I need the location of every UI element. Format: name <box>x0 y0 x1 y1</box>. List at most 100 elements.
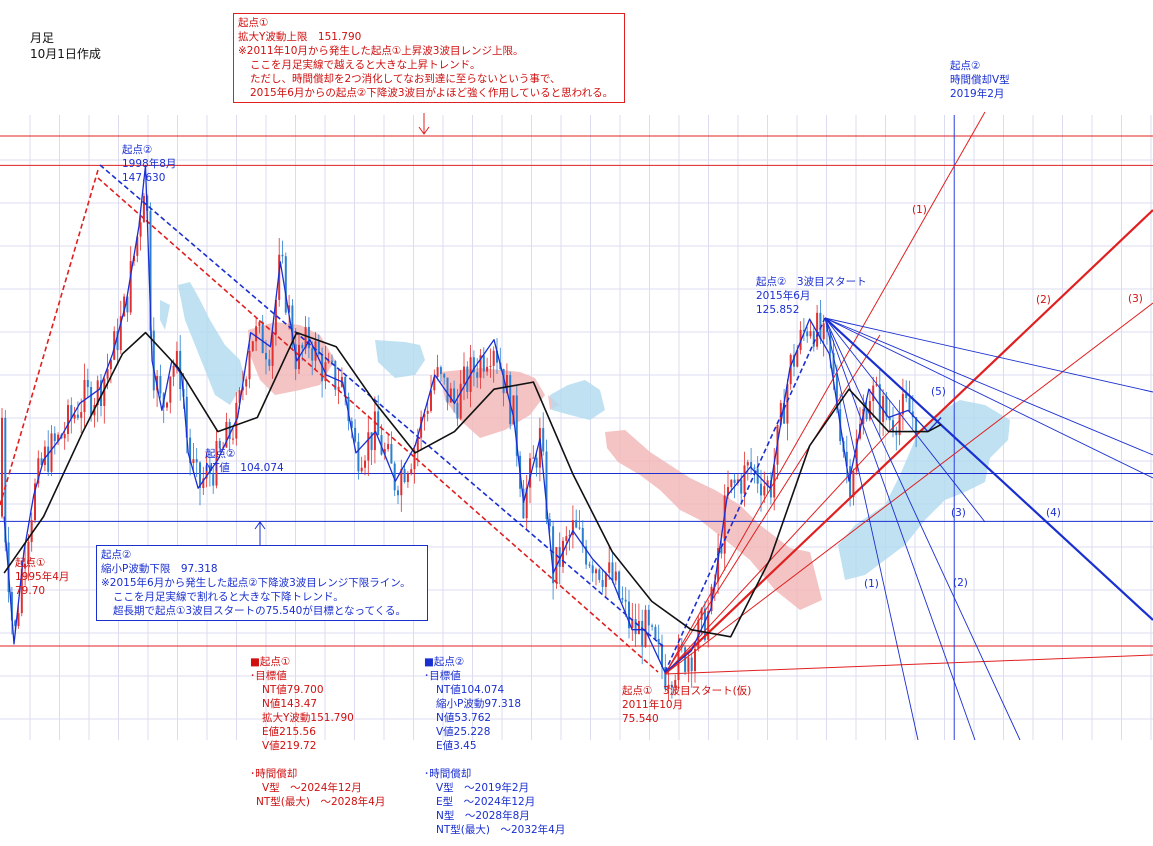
candle-body <box>40 458 43 466</box>
candle-body <box>281 254 284 257</box>
candle-body <box>364 460 366 468</box>
arrow-head <box>418 126 430 135</box>
target-value: NT値79.700 <box>262 684 324 696</box>
candle-body <box>406 473 409 482</box>
candle-body <box>684 647 687 672</box>
candle-body <box>505 374 508 394</box>
candle-body <box>509 374 512 425</box>
label-line: 起点② 3波目スタート <box>756 276 867 288</box>
candle-body <box>581 527 584 547</box>
candle-body <box>189 437 192 464</box>
candle-body <box>694 648 696 672</box>
candle-body <box>601 579 604 587</box>
candle-body <box>763 486 766 496</box>
candle-body <box>136 236 139 256</box>
candle-body <box>875 384 878 386</box>
candle-body <box>83 380 86 413</box>
candle-body <box>472 357 475 373</box>
candle-body <box>4 417 7 543</box>
candle-body <box>284 256 287 313</box>
candle-body <box>67 405 69 435</box>
candle-body <box>103 378 106 407</box>
candle-body <box>733 479 736 484</box>
candle-body <box>631 619 634 629</box>
candle-body <box>80 412 83 418</box>
candle-body <box>47 446 50 472</box>
candle-body <box>20 568 23 614</box>
candle-body <box>377 411 380 436</box>
label-line: 147.630 <box>122 172 166 184</box>
candle-body <box>634 619 637 635</box>
candle-body <box>291 305 294 345</box>
candle-body <box>321 354 324 382</box>
ann-line: ここを月足実線で越えると大きな上昇トレンド。 <box>250 59 481 71</box>
candle-body <box>750 462 753 468</box>
candle-body <box>522 488 525 519</box>
annotation-blue-lower-limit: 起点② 縮小P波動下限 97.318 ※2015年6月から発生した起点②下降波3… <box>96 545 428 621</box>
candle-body <box>90 387 93 416</box>
candle-body <box>720 548 723 554</box>
label-line: 75.540 <box>622 713 659 725</box>
candle-body <box>403 469 406 482</box>
candle-body <box>76 414 79 418</box>
label-nt-value: 起点② NT値 104.074 <box>205 447 284 475</box>
ann-title: 起点① <box>238 17 269 29</box>
candle-body <box>86 380 89 388</box>
fan-label-blue-3: (3) <box>951 507 966 519</box>
fan-line-blue <box>824 317 1153 393</box>
candle-body <box>261 321 264 353</box>
candle-body <box>199 462 201 489</box>
candle-body <box>647 609 650 626</box>
candle-body <box>354 427 357 442</box>
candle-body <box>802 330 805 332</box>
candle-body <box>119 316 122 351</box>
candle-body <box>637 620 640 635</box>
candle-body <box>707 611 710 640</box>
candle-body <box>350 421 353 428</box>
candle-body <box>317 341 320 355</box>
candle-body <box>265 352 267 360</box>
candle-body <box>1 417 3 517</box>
moving-average-line <box>3 331 942 638</box>
candle-body <box>208 465 211 474</box>
candle-body <box>515 395 518 456</box>
candle-body <box>865 409 868 420</box>
header: 月足 10月1日作成 <box>30 30 101 62</box>
dashed-channel-red <box>97 177 659 673</box>
candle-body <box>654 626 657 639</box>
candle-body <box>502 369 505 394</box>
target-value: V値25.228 <box>436 726 491 738</box>
candle-body <box>185 396 188 438</box>
ann-line: ※2011年10月から発生した起点①上昇波3波目レンジ上限。 <box>238 45 524 57</box>
candle-body <box>152 330 155 391</box>
candle-body <box>690 657 693 672</box>
target-value: N値143.47 <box>262 698 318 710</box>
candle-body <box>245 379 248 387</box>
candle-body <box>383 449 386 455</box>
time-value: V型 ～2019年2月 <box>436 782 530 794</box>
candle-body <box>905 393 908 399</box>
candle-body <box>548 518 551 527</box>
label-line: 79.70 <box>15 585 46 597</box>
candle-body <box>241 386 244 391</box>
candle-body <box>17 613 20 627</box>
candle-body <box>588 564 591 566</box>
candle-body <box>855 438 858 472</box>
candle-body <box>868 401 871 420</box>
candle-body <box>301 344 304 349</box>
candle-body <box>14 620 17 627</box>
candle-body <box>529 458 531 488</box>
target-summary-red: ■起点① ･目標値 NT値79.700 N値143.47 拡大Y波動151.79… <box>250 655 385 809</box>
candle-body <box>717 548 720 582</box>
ann-line: 拡大Y波動上限 151.790 <box>238 31 362 43</box>
candlesticks <box>1 192 918 701</box>
candle-body <box>251 341 254 351</box>
candle-body <box>238 390 241 403</box>
candle-body <box>367 432 370 461</box>
fan-line-blue <box>824 317 1153 621</box>
candle-body <box>225 421 228 448</box>
candle-body <box>661 644 663 668</box>
candle-body <box>439 367 442 375</box>
candle-body <box>651 625 654 627</box>
candle-body <box>624 599 627 602</box>
